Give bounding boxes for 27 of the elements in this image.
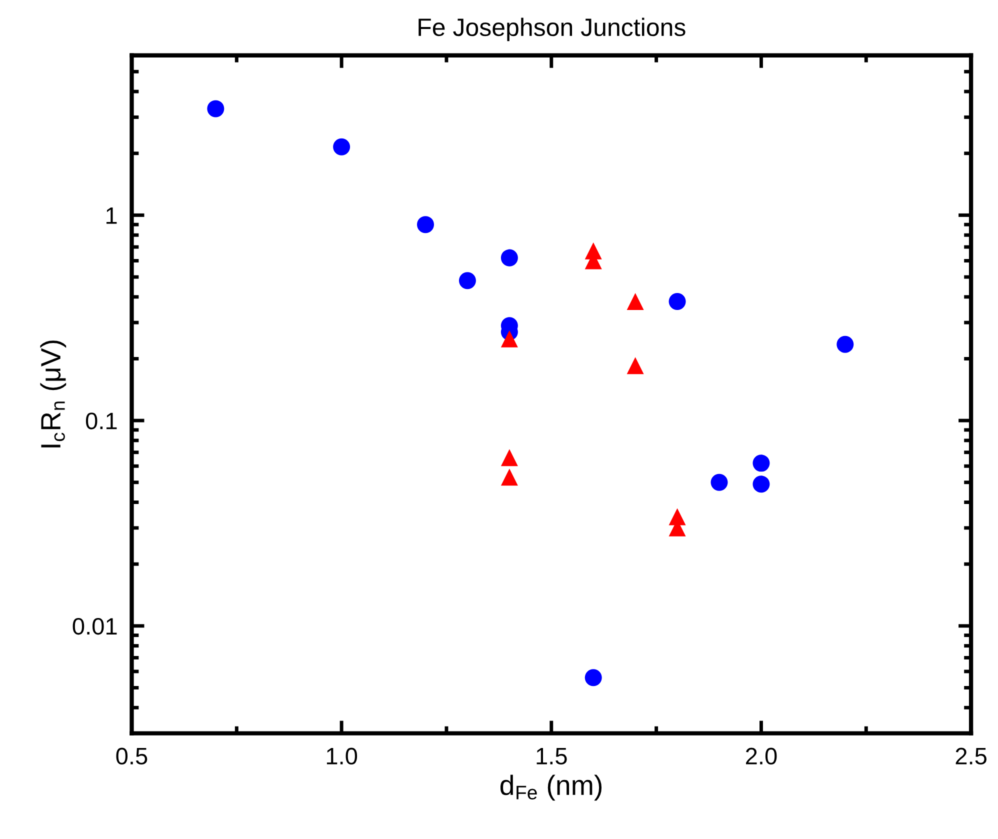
- chart-title: Fe Josephson Junctions: [418, 18, 686, 42]
- x-tick-label: 1.5: [536, 748, 567, 765]
- point: [710, 474, 728, 491]
- point: [458, 272, 476, 290]
- point: [500, 330, 518, 348]
- point: [626, 357, 644, 374]
- point: [500, 468, 518, 486]
- x-tick-label: 0.5: [116, 748, 148, 765]
- point: [836, 336, 854, 353]
- point: [752, 476, 770, 493]
- point: [668, 292, 686, 310]
- point: [416, 216, 434, 234]
- y-tick-label: 0.01: [72, 618, 117, 635]
- point: [500, 449, 518, 466]
- x-tick-label: 2.5: [956, 748, 986, 765]
- point: [752, 454, 770, 472]
- x-tick-label: 1.0: [326, 748, 358, 765]
- x-axis-title: d$_{Fe}$ (nm): [500, 774, 602, 801]
- y-tick-label: 0.1: [86, 412, 117, 430]
- point: [207, 100, 224, 118]
- point: [584, 669, 602, 686]
- point: [500, 249, 518, 266]
- y-tick-label: 1: [106, 207, 117, 224]
- y-axis-title: I$_{c}$R$_{n}$ (μV): [40, 340, 66, 448]
- x-tick-label: 2.0: [746, 748, 777, 765]
- point: [626, 292, 644, 310]
- point: [333, 138, 350, 156]
